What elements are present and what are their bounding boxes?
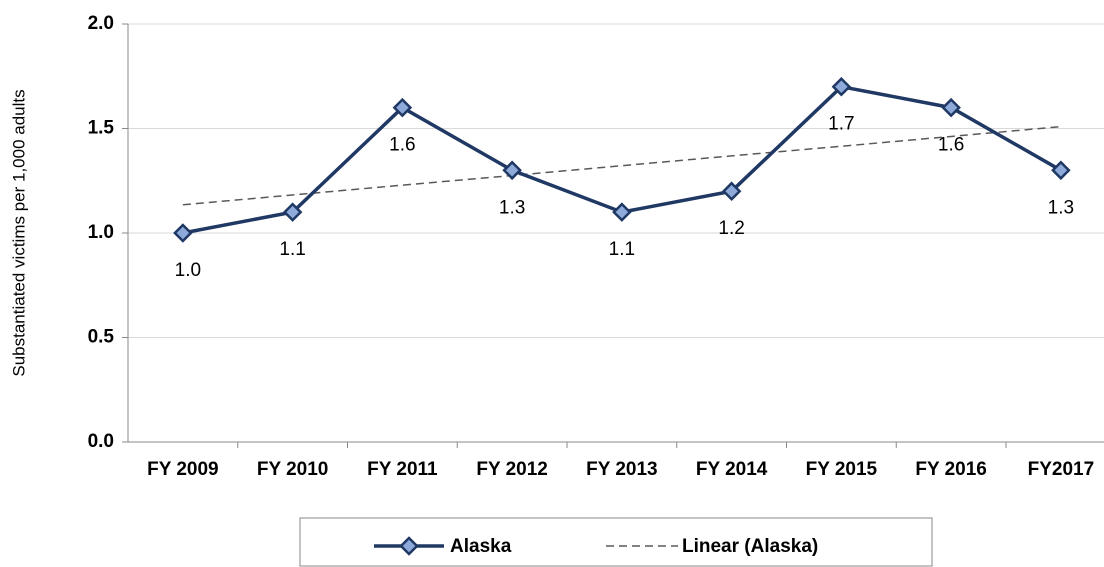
marker [1051, 160, 1071, 181]
marker [612, 202, 632, 222]
data-label: 1.0 [175, 260, 201, 281]
trend-line [182, 125, 1061, 206]
marker [173, 223, 193, 243]
x-tick-label: FY2017 [1028, 459, 1095, 480]
data-label: 1.6 [938, 135, 964, 156]
data-label: 1.7 [828, 114, 854, 135]
legend-label: Alaska [450, 536, 512, 557]
marker [502, 160, 522, 181]
marker [392, 97, 413, 118]
x-tick-label: FY 2011 [367, 459, 438, 480]
y-tick-label: 1.5 [88, 118, 115, 139]
x-tick-label: FY 2010 [257, 459, 328, 480]
y-axis-title: Substantiated victims per 1,000 adults [9, 89, 28, 376]
y-tick-label: 2.0 [88, 13, 114, 34]
x-tick-label: FY 2016 [915, 459, 986, 480]
marker [941, 97, 961, 118]
x-tick-label: FY 2014 [696, 459, 768, 480]
data-label: 1.3 [499, 197, 525, 218]
y-tick-label: 0.5 [88, 327, 115, 348]
data-label: 1.6 [389, 135, 415, 156]
data-label: 1.3 [1048, 197, 1074, 218]
data-label: 1.1 [279, 239, 305, 260]
x-tick-label: FY 2012 [476, 459, 547, 480]
marker [831, 76, 852, 97]
legend-box [299, 517, 933, 567]
data-label: 1.2 [718, 218, 744, 239]
x-tick-label: FY 2013 [586, 459, 657, 480]
y-tick-label: 1.0 [88, 222, 114, 243]
marker [399, 536, 419, 556]
legend-label: Linear (Alaska) [682, 536, 818, 557]
marker [721, 181, 742, 201]
y-tick-label: 0.0 [88, 431, 114, 452]
data-label: 1.1 [609, 239, 635, 260]
x-tick-label: FY 2015 [806, 459, 878, 480]
marker [282, 202, 303, 222]
x-tick-label: FY 2009 [147, 459, 218, 480]
